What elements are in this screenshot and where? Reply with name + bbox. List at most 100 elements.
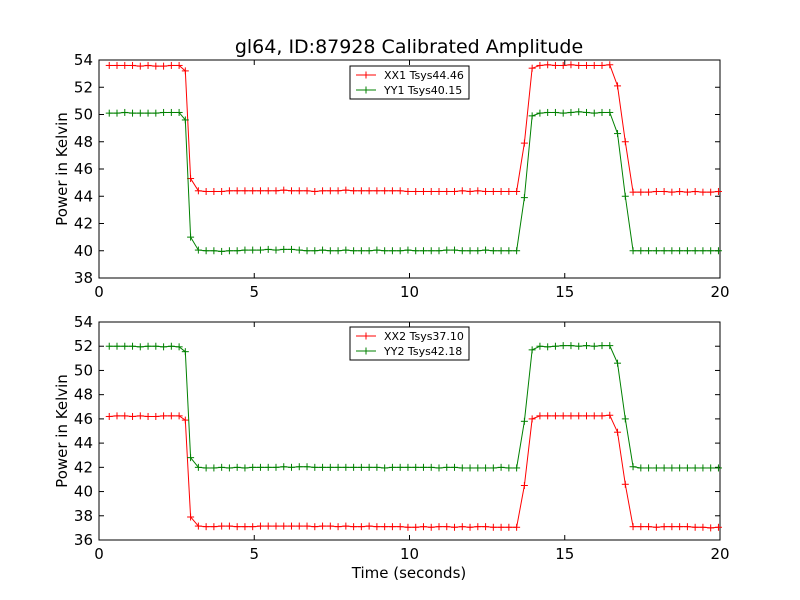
data-point	[676, 247, 684, 255]
data-point	[396, 187, 404, 195]
chart-title: gl64, ID:87928 Calibrated Amplitude	[235, 36, 583, 58]
data-point	[544, 108, 552, 116]
data-point	[233, 247, 241, 255]
data-point	[474, 523, 482, 531]
data-point	[497, 463, 505, 471]
data-point	[373, 523, 381, 531]
data-point	[427, 247, 435, 255]
data-point	[121, 61, 129, 69]
data-point	[129, 412, 137, 420]
data-point	[575, 108, 583, 116]
data-point	[113, 412, 121, 420]
data-point	[288, 187, 296, 195]
data-point	[381, 247, 389, 255]
data-point	[598, 412, 606, 420]
y-tick-label: 50	[74, 106, 93, 124]
data-point	[676, 523, 684, 531]
data-point	[210, 247, 218, 255]
data-point	[637, 523, 645, 531]
x-tick-label: 5	[249, 545, 259, 563]
data-point	[350, 463, 358, 471]
y-tick-label: 48	[74, 133, 93, 151]
data-point	[606, 61, 614, 69]
data-point	[551, 108, 559, 116]
data-point	[466, 247, 474, 255]
data-point	[136, 62, 144, 70]
data-point	[319, 187, 327, 195]
data-point	[559, 61, 567, 69]
data-point	[303, 522, 311, 530]
data-point	[194, 463, 202, 471]
y-axis-label: Power in Kelvin	[53, 374, 71, 488]
data-point	[187, 233, 195, 241]
data-point	[645, 464, 653, 472]
data-point	[652, 247, 660, 255]
data-point	[629, 523, 637, 531]
data-point	[660, 523, 668, 531]
data-point	[676, 187, 684, 195]
data-point	[419, 523, 427, 531]
data-point	[668, 247, 676, 255]
data-point	[637, 247, 645, 255]
data-point	[365, 247, 373, 255]
x-tick-label: 5	[249, 283, 259, 301]
data-point	[629, 247, 637, 255]
data-point	[458, 187, 466, 195]
data-point	[404, 246, 412, 254]
data-point	[181, 116, 189, 124]
data-point	[295, 246, 303, 254]
data-point	[357, 463, 365, 471]
data-point	[113, 342, 121, 350]
data-point	[699, 188, 707, 196]
data-point	[614, 82, 622, 90]
data-point	[451, 463, 459, 471]
data-point	[435, 187, 443, 195]
y-tick-label: 44	[74, 434, 93, 452]
data-point	[497, 523, 505, 531]
data-point	[152, 342, 160, 350]
data-point	[105, 109, 113, 117]
y-tick-label: 46	[74, 160, 93, 178]
data-point	[326, 463, 334, 471]
data-point	[474, 247, 482, 255]
x-tick-label: 15	[555, 283, 574, 301]
data-point	[660, 187, 668, 195]
data-point	[505, 247, 513, 255]
data-point	[202, 247, 210, 255]
data-point	[202, 523, 210, 531]
data-point	[280, 463, 288, 471]
data-point	[551, 412, 559, 420]
data-point	[303, 187, 311, 195]
data-point	[567, 412, 575, 420]
y-tick-label: 54	[74, 51, 93, 69]
data-point	[466, 523, 474, 531]
data-point	[350, 247, 358, 255]
data-point	[319, 522, 327, 530]
data-point	[474, 464, 482, 472]
data-point	[652, 464, 660, 472]
data-point	[528, 64, 536, 72]
data-point	[668, 464, 676, 472]
data-point	[505, 464, 513, 472]
data-point	[144, 412, 152, 420]
data-point	[311, 463, 319, 471]
data-point	[105, 342, 113, 350]
data-point	[489, 247, 497, 255]
y-tick-label: 40	[74, 483, 93, 501]
data-point	[714, 187, 722, 195]
data-point	[520, 417, 528, 425]
data-point	[575, 342, 583, 350]
data-point	[528, 415, 536, 423]
data-point	[249, 187, 257, 195]
data-point	[365, 463, 373, 471]
data-point	[264, 522, 272, 530]
data-point	[497, 187, 505, 195]
data-point	[187, 513, 195, 521]
data-point	[319, 246, 327, 254]
data-point	[388, 523, 396, 531]
data-point	[582, 342, 590, 350]
data-point	[241, 464, 249, 472]
data-point	[175, 343, 183, 351]
y-tick-label: 38	[74, 269, 93, 287]
data-point	[160, 108, 168, 116]
